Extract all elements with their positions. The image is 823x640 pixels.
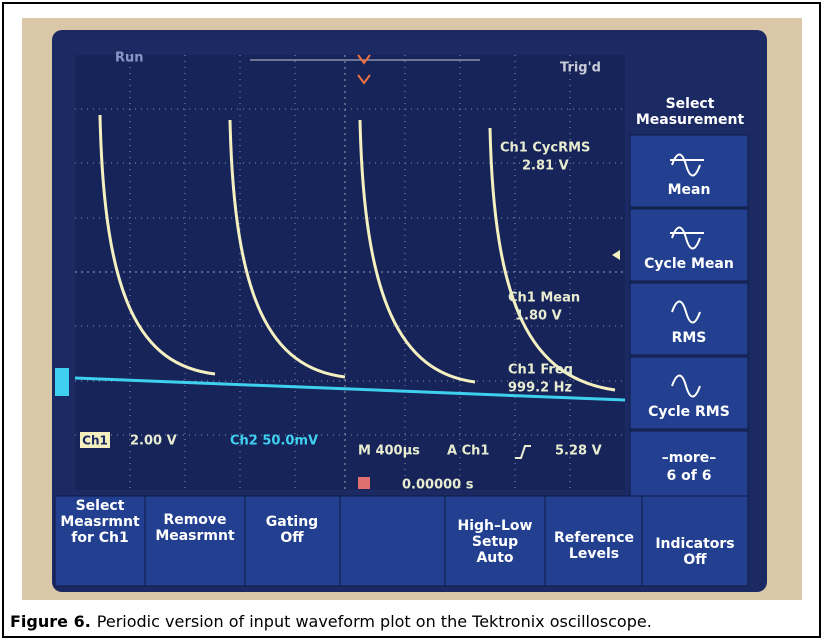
position-icon bbox=[358, 477, 370, 489]
menu-item[interactable] bbox=[629, 430, 749, 504]
button-label: High–Low bbox=[458, 518, 533, 534]
button-label: Off bbox=[683, 552, 707, 568]
button-label: Remove bbox=[163, 512, 226, 528]
soft-button[interactable] bbox=[544, 495, 643, 587]
run-status: Run bbox=[115, 51, 144, 66]
caption-text: Periodic version of input waveform plot … bbox=[97, 612, 652, 631]
timebase: M 400µs bbox=[358, 444, 420, 459]
ch1-scale: 2.00 V bbox=[130, 434, 177, 449]
channel-marker bbox=[55, 368, 69, 396]
grid bbox=[75, 55, 625, 490]
menu-label: Cycle RMS bbox=[648, 404, 730, 420]
button-label: Off bbox=[280, 530, 304, 546]
menu-label: RMS bbox=[672, 330, 707, 346]
menu-title: Measurement bbox=[636, 112, 745, 128]
measurement-value: 2.81 V bbox=[522, 159, 569, 174]
soft-button[interactable] bbox=[444, 495, 546, 587]
ch2-trace bbox=[74, 376, 626, 402]
soft-button[interactable] bbox=[244, 495, 341, 587]
menu: Select Measurement Mean Cycle Mean RMS C… bbox=[629, 96, 749, 504]
ch2-scale: Ch2 50.0mV bbox=[230, 434, 318, 449]
soft-button[interactable] bbox=[144, 495, 246, 587]
trigger-level: 5.28 V bbox=[555, 444, 602, 459]
measurement-name: Ch1 Mean bbox=[508, 291, 580, 306]
button-label: Auto bbox=[476, 550, 513, 566]
button-label: Indicators bbox=[655, 536, 734, 552]
trigger-slope bbox=[515, 445, 531, 459]
level-marker bbox=[612, 250, 620, 260]
button-label: Select bbox=[76, 498, 125, 514]
soft-button[interactable] bbox=[54, 495, 146, 587]
ch1-badge bbox=[80, 432, 110, 448]
caption: Figure 6. Periodic version of input wavef… bbox=[10, 612, 652, 631]
button-label: Setup bbox=[472, 534, 518, 550]
menu-label: Mean bbox=[668, 182, 711, 198]
measurement-value: 999.2 Hz bbox=[508, 381, 572, 396]
plot-area bbox=[75, 55, 625, 490]
menu-label: –more– bbox=[662, 450, 717, 466]
button-label: Measrmnt bbox=[155, 528, 235, 544]
trigger-status: Trig'd bbox=[560, 61, 601, 76]
position: 0.00000 s bbox=[402, 478, 474, 493]
button-label: Gating bbox=[266, 514, 318, 530]
button-label: Measrmnt bbox=[60, 514, 140, 530]
soft-button[interactable] bbox=[641, 495, 749, 587]
soft-buttons: Select Measrmnt for Ch1 Remove Measrmnt … bbox=[54, 495, 749, 587]
measurement-value: 1.80 V bbox=[515, 309, 562, 324]
soft-button[interactable] bbox=[339, 495, 446, 587]
trigger-marker bbox=[357, 54, 371, 85]
menu-title: Select bbox=[666, 96, 715, 112]
waveform bbox=[98, 114, 616, 392]
ch1-label: Ch1 bbox=[82, 434, 108, 448]
button-label: for Ch1 bbox=[71, 530, 128, 546]
trigger-source: A Ch1 bbox=[447, 444, 489, 459]
measurement-name: Ch1 Freq bbox=[508, 363, 573, 378]
measurement-name: Ch1 CycRMS bbox=[500, 141, 590, 156]
button-label: Levels bbox=[569, 546, 619, 562]
button-label: Reference bbox=[554, 530, 634, 546]
menu-label: Cycle Mean bbox=[644, 256, 734, 272]
caption-label: Figure 6. bbox=[10, 612, 91, 631]
menu-icons bbox=[670, 153, 704, 398]
menu-label: 6 of 6 bbox=[667, 468, 712, 484]
